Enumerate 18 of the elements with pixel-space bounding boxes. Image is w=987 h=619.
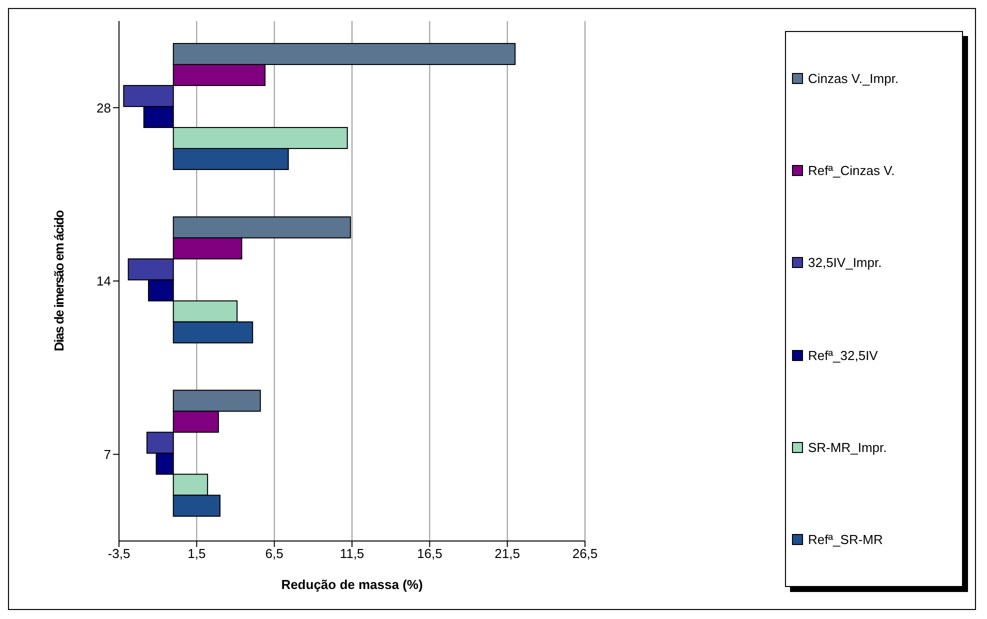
legend-label: Refª_32,5IV	[808, 348, 878, 363]
x-tick-label: 6,5	[265, 546, 284, 562]
legend-label: SR-MR_Impr.	[808, 440, 887, 455]
y-tick-label: 7	[104, 446, 111, 462]
x-tick-label: -3,5	[108, 546, 130, 562]
legend-label: Refª_Cinzas V.	[808, 162, 895, 178]
x-tick-label: 21,5	[494, 546, 520, 562]
x-tick-label: 11,5	[340, 546, 364, 562]
x-tick-label: 16,5	[417, 546, 442, 562]
legend-label: 32,5IV_Impr.	[808, 255, 882, 270]
legend-label: Refª_SR-MR	[808, 532, 883, 548]
y-tick-label: 14	[96, 274, 111, 289]
legend-label: Cinzas V._Impr.	[808, 70, 899, 86]
y-tick-label: 28	[96, 100, 111, 116]
y-axis-title: Dias de imersão em ácido	[52, 210, 67, 352]
x-axis-title: Redução de massa (%)	[281, 577, 423, 592]
x-tick-label: 26,5	[572, 546, 598, 562]
x-tick-label: 1,5	[188, 546, 206, 562]
